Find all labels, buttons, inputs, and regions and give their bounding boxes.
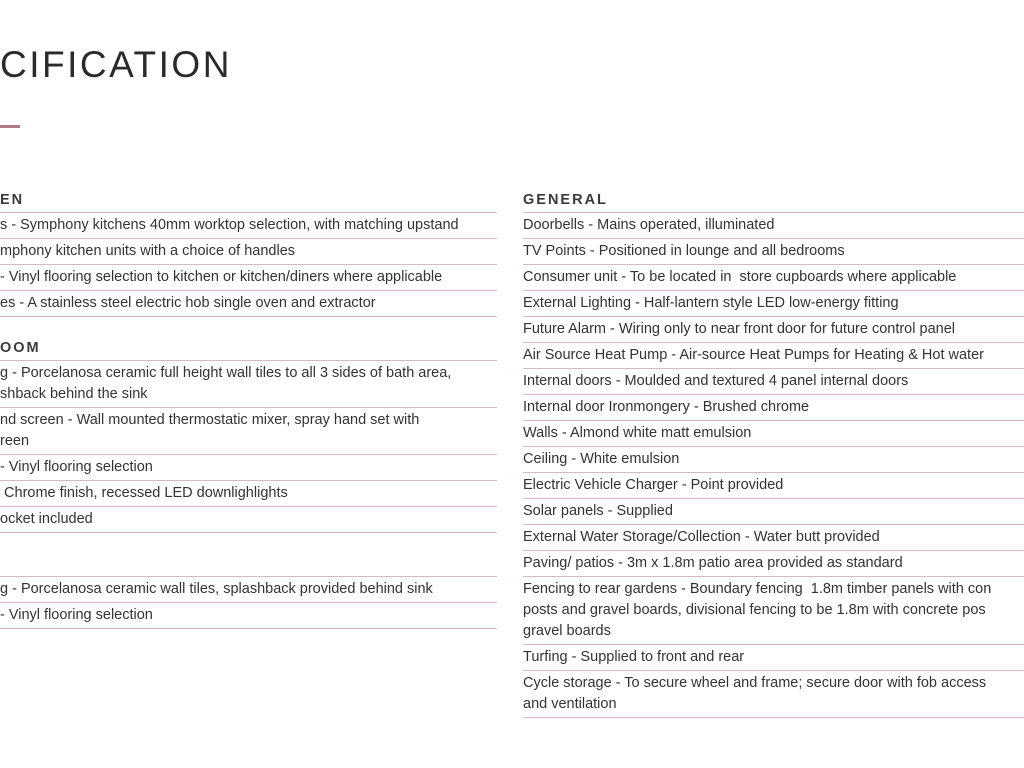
- spec-row: g - Porcelanosa ceramic wall tiles, spla…: [0, 577, 497, 603]
- spec-column-left: EN s - Symphony kitchens 40mm worktop sel…: [0, 188, 497, 629]
- section-heading: GENERAL: [523, 188, 1024, 213]
- spec-row: ocket included: [0, 507, 497, 533]
- spec-section: g - Porcelanosa ceramic wall tiles, spla…: [0, 552, 497, 629]
- spec-row: es - A stainless steel electric hob sing…: [0, 291, 497, 317]
- spec-section: GENERAL Doorbells - Mains operated, illum…: [523, 188, 1024, 718]
- section-heading: OOM: [0, 336, 497, 361]
- spec-row: External Water Storage/Collection - Wate…: [523, 525, 1024, 551]
- spec-row: Air Source Heat Pump - Air-source Heat P…: [523, 343, 1024, 369]
- spec-row: nd screen - Wall mounted thermostatic mi…: [0, 408, 497, 455]
- spec-row: g - Porcelanosa ceramic full height wall…: [0, 361, 497, 408]
- spec-section: EN s - Symphony kitchens 40mm worktop sel…: [0, 188, 497, 317]
- spec-row: Solar panels - Supplied: [523, 499, 1024, 525]
- spec-row: s - Symphony kitchens 40mm worktop selec…: [0, 213, 497, 239]
- spec-row: Walls - Almond white matt emulsion: [523, 421, 1024, 447]
- spec-row: Internal door Ironmongery - Brushed chro…: [523, 395, 1024, 421]
- spec-row: Turfing - Supplied to front and rear: [523, 645, 1024, 671]
- spec-row: TV Points - Positioned in lounge and all…: [523, 239, 1024, 265]
- spec-row: Consumer unit - To be located in store c…: [523, 265, 1024, 291]
- spec-row: mphony kitchen units with a choice of ha…: [0, 239, 497, 265]
- page-title: CIFICATION: [0, 44, 232, 85]
- spec-row: Chrome finish, recessed LED downlighligh…: [0, 481, 497, 507]
- spec-row: - Vinyl flooring selection to kitchen or…: [0, 265, 497, 291]
- spec-row: - Vinyl flooring selection: [0, 603, 497, 629]
- spec-column-right: GENERAL Doorbells - Mains operated, illum…: [523, 188, 1024, 718]
- spec-row: Future Alarm - Wiring only to near front…: [523, 317, 1024, 343]
- spec-row: Ceiling - White emulsion: [523, 447, 1024, 473]
- spec-row: Internal doors - Moulded and textured 4 …: [523, 369, 1024, 395]
- spec-section: OOM g - Porcelanosa ceramic full height w…: [0, 336, 497, 533]
- spec-row: Doorbells - Mains operated, illuminated: [523, 213, 1024, 239]
- spec-row: Paving/ patios - 3m x 1.8m patio area pr…: [523, 551, 1024, 577]
- spec-row: - Vinyl flooring selection: [0, 455, 497, 481]
- title-accent-rule: [0, 125, 20, 128]
- spec-row: Electric Vehicle Charger - Point provide…: [523, 473, 1024, 499]
- spec-row: Cycle storage - To secure wheel and fram…: [523, 671, 1024, 718]
- spec-row: Fencing to rear gardens - Boundary fenci…: [523, 577, 1024, 645]
- spec-row: External Lighting - Half-lantern style L…: [523, 291, 1024, 317]
- section-heading: EN: [0, 188, 497, 213]
- section-heading: [0, 552, 497, 577]
